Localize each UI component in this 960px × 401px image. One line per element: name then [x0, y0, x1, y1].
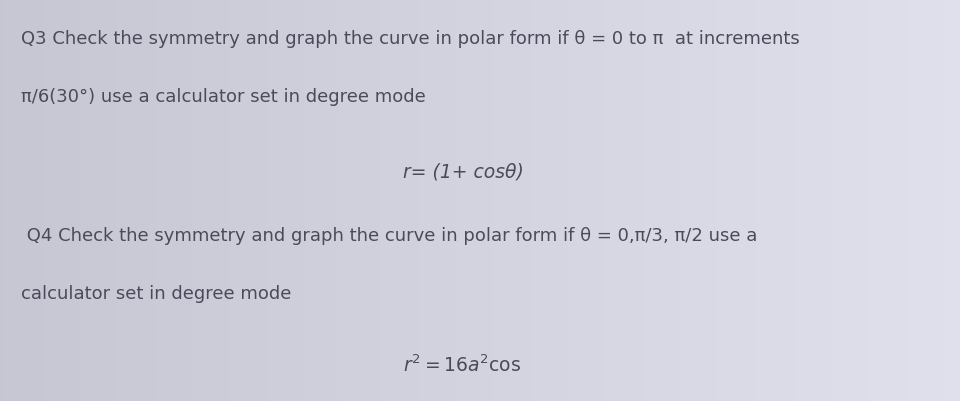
Text: Q4 Check the symmetry and graph the curve in polar form if θ = 0,π/3, π/2 use a: Q4 Check the symmetry and graph the curv…	[21, 227, 757, 245]
Text: r= (1+ cosθ): r= (1+ cosθ)	[403, 162, 524, 181]
Text: π/6(30°) use a calculator set in degree mode: π/6(30°) use a calculator set in degree …	[21, 88, 426, 106]
Text: calculator set in degree mode: calculator set in degree mode	[21, 285, 292, 303]
Text: $\mathit{r}^2 = 16\mathit{a}^2\mathrm{cos}$: $\mathit{r}^2 = 16\mathit{a}^2\mathrm{co…	[403, 355, 521, 377]
Text: Q3 Check the symmetry and graph the curve in polar form if θ = 0 to π  at increm: Q3 Check the symmetry and graph the curv…	[21, 30, 800, 48]
